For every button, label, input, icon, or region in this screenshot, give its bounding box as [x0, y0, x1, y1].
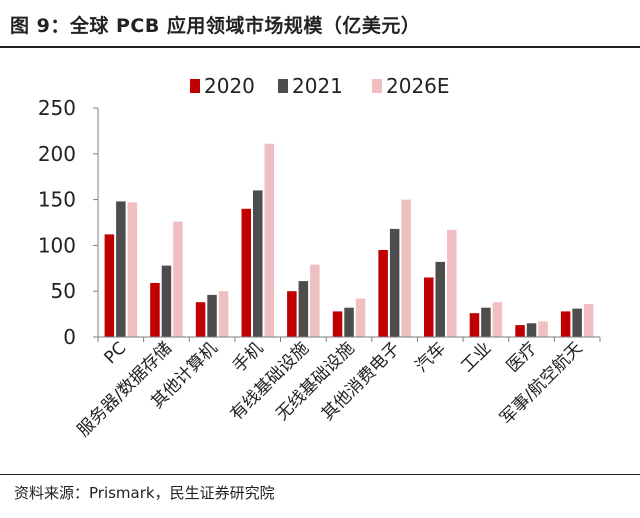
y-axis: 0 50 100 150 200 250	[38, 96, 99, 349]
bar-2026e-3	[264, 143, 274, 337]
bar-2020-1	[150, 283, 160, 337]
x-tick-label-3: 手机	[229, 338, 267, 376]
x-axis: PC服务器/数据存储其他计算机 手机有线基础设施无线基础设施其他消费电子 汽车 工业医…	[74, 336, 601, 441]
bar-2020-3	[241, 208, 251, 337]
bar-2026e-8	[492, 302, 503, 337]
x-tick-label-0: PC	[101, 338, 131, 368]
bar-2026e-5	[355, 298, 366, 337]
x-tick-label-8: 工业	[457, 338, 495, 376]
legend-label-2021: 2021	[292, 74, 343, 98]
bar-2021-0	[116, 201, 126, 337]
bar-2026e-7	[447, 229, 457, 337]
bar-2020-10	[560, 311, 571, 337]
bar-2021-1	[161, 265, 172, 337]
bar-chart: 2020 2021 2026E 0 50 100 150 200 250 PC服务器/数据存储…	[38, 74, 601, 441]
bar-2021-7	[435, 261, 445, 337]
bar-2021-3	[253, 190, 263, 337]
bar-2021-2	[207, 294, 217, 337]
x-tick-label-10: 军事/航空航天	[496, 338, 586, 428]
bar-2020-9	[515, 325, 525, 337]
bar-2026e-4	[310, 264, 320, 337]
bar-2021-10	[572, 308, 582, 337]
bar-2026e-1	[173, 221, 183, 337]
title-rule	[0, 46, 640, 48]
bar-2026e-6	[401, 199, 411, 337]
figure-title: 图 9：全球 PCB 应用领域市场规模（亿美元）	[10, 15, 421, 37]
y-tick-label-200: 200	[38, 142, 76, 166]
x-tick-label-7: 汽车	[412, 338, 450, 376]
bar-2021-9	[526, 323, 537, 337]
source-note: 资料来源：Prismark，民生证券研究院	[14, 484, 275, 502]
bar-2026e-2	[218, 291, 229, 337]
bar-2026e-10	[583, 304, 594, 337]
bar-2021-5	[344, 307, 354, 337]
y-tick-label-150: 150	[38, 188, 76, 212]
bar-2026e-9	[538, 321, 548, 337]
bars	[104, 143, 594, 337]
bar-2020-0	[104, 234, 115, 337]
bar-2020-8	[469, 313, 480, 337]
bar-2020-2	[195, 302, 206, 337]
legend-swatch-2026e	[372, 79, 382, 93]
legend: 2020 2021 2026E	[190, 74, 450, 98]
bar-2020-4	[287, 291, 297, 337]
y-tick-label-0: 0	[63, 325, 76, 349]
bar-2021-4	[298, 281, 309, 337]
legend-label-2026e: 2026E	[386, 74, 450, 98]
bar-2020-7	[424, 277, 434, 337]
bar-2026e-0	[127, 202, 138, 337]
y-tick-label-50: 50	[51, 279, 76, 303]
source-rule	[0, 474, 640, 475]
bar-2020-5	[332, 311, 343, 337]
bar-2021-6	[389, 228, 400, 337]
legend-label-2020: 2020	[204, 74, 255, 98]
legend-swatch-2020	[190, 79, 200, 93]
y-tick-label-250: 250	[38, 96, 76, 120]
y-tick-label-100: 100	[38, 233, 76, 257]
x-tick-label-9: 医疗	[503, 338, 541, 376]
bar-2020-6	[378, 250, 388, 337]
bar-2021-8	[481, 307, 491, 337]
legend-swatch-2021	[278, 79, 288, 93]
